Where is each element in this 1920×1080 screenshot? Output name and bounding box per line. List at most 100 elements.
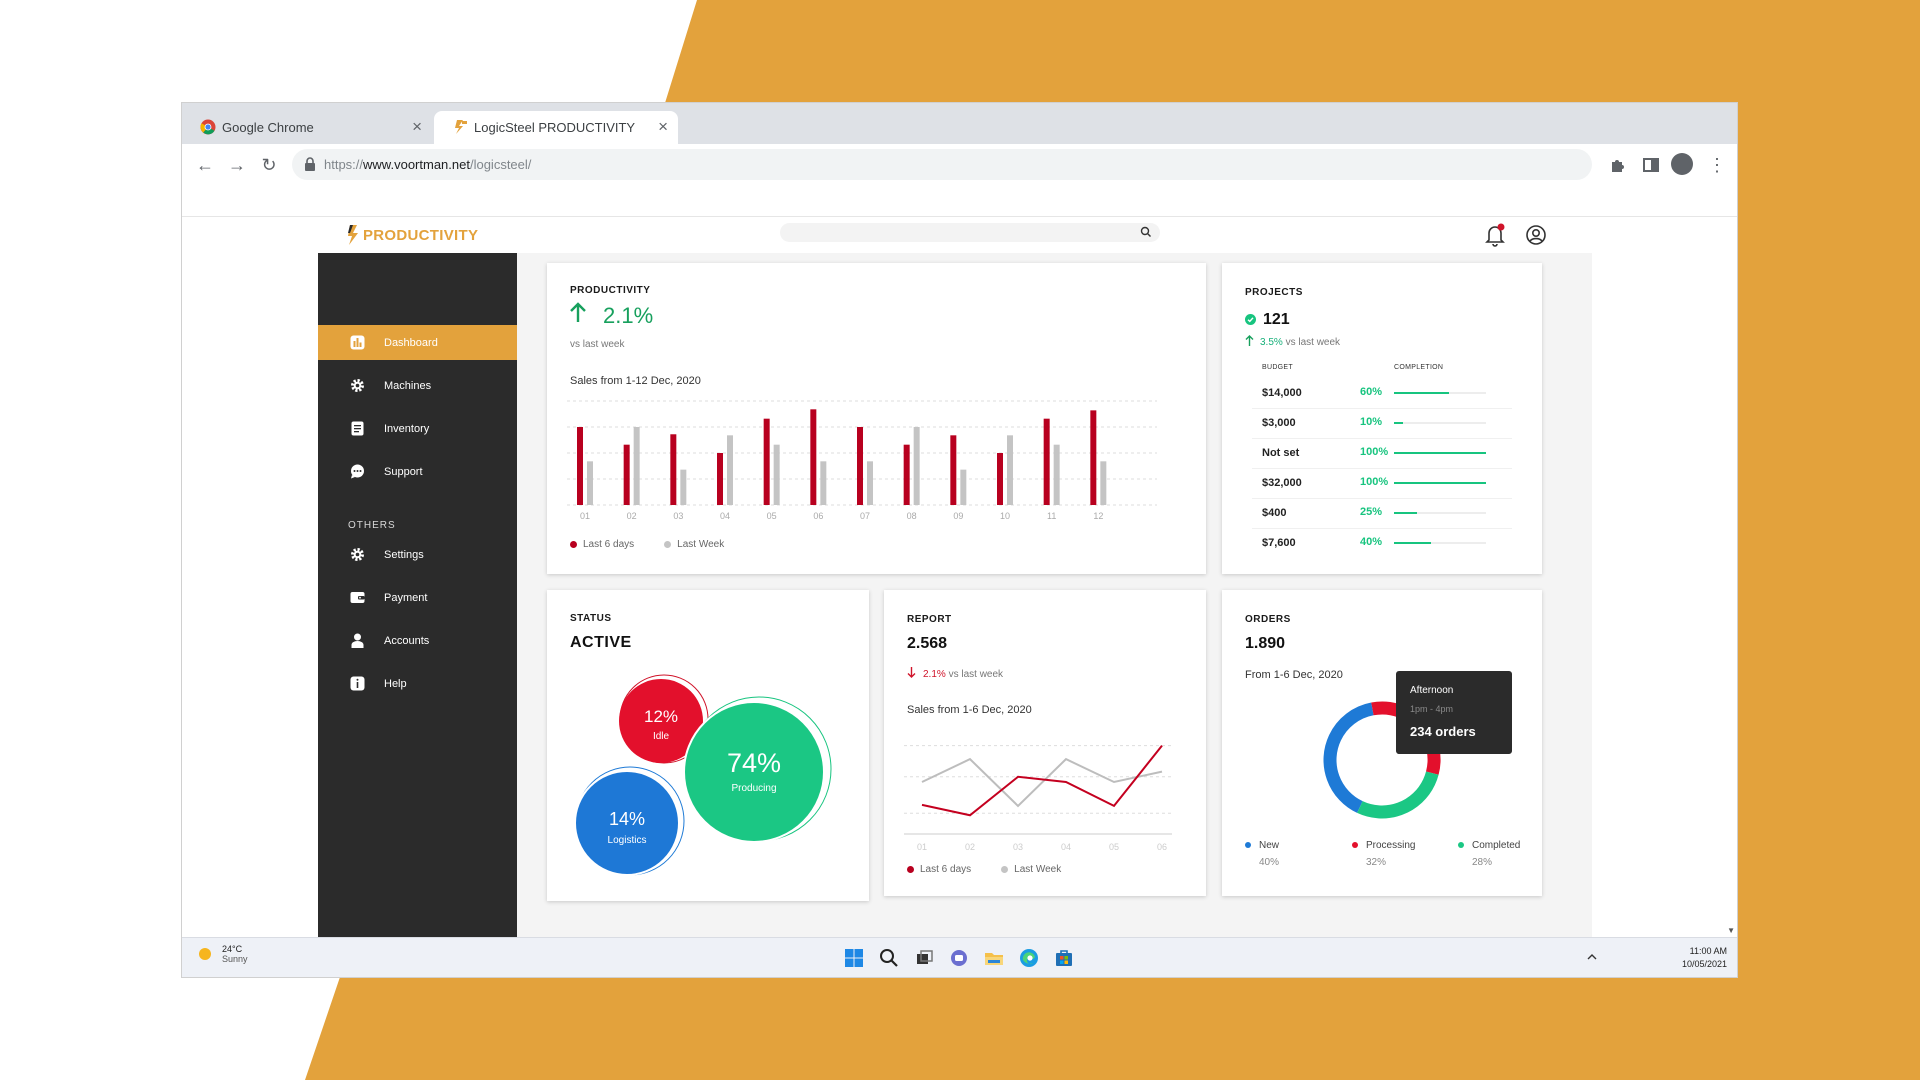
line-chart: 01 02 03 04 05 06 (904, 744, 1172, 852)
sidebar-item-label: Dashboard (384, 336, 438, 349)
edge-icon[interactable] (1019, 948, 1039, 968)
bar (763, 418, 770, 505)
store-icon[interactable] (1054, 948, 1074, 968)
sidebar-item-dashboard[interactable]: Dashboard (318, 325, 517, 360)
side-panel-icon[interactable] (1641, 155, 1661, 175)
row-budget: Not set (1262, 447, 1300, 459)
row-divider (1252, 528, 1512, 529)
forward-icon[interactable]: → (228, 155, 246, 175)
sidebar-item-accounts[interactable]: Accounts (318, 623, 517, 658)
sidebar-item-settings[interactable]: Settings (318, 537, 517, 572)
system-clock[interactable]: 11:00 AM 10/05/2021 (1682, 945, 1727, 971)
x-tick-label: 08 (907, 511, 917, 521)
legend-label: New (1259, 840, 1280, 851)
projects-count: 121 (1263, 311, 1290, 328)
projects-card: PROJECTS 121 3.5% vs last week BUDGET CO… (1222, 263, 1542, 574)
table-row[interactable]: $14,000 60% (1222, 384, 1542, 404)
projects-change-value: 3.5% (1260, 337, 1283, 348)
more-menu-icon[interactable]: ⋮ (1708, 155, 1726, 175)
logo-icon (348, 225, 358, 245)
bar (1100, 461, 1107, 505)
report-change-value: 2.1% (923, 669, 946, 680)
chrome-icon (200, 119, 216, 135)
series-line (921, 757, 1163, 808)
table-row[interactable]: $32,000 100% (1222, 474, 1542, 494)
sidebar-heading-others: OTHERS (348, 520, 396, 531)
legend-value: 28% (1472, 857, 1493, 868)
user-account-icon[interactable] (1525, 224, 1547, 246)
bar (577, 427, 583, 505)
url-host: www.voortman.net (363, 157, 470, 172)
weather-widget[interactable]: 24°C Sunny (198, 944, 248, 964)
row-completion-pct: 40% (1360, 536, 1383, 548)
sidebar-item-machines[interactable]: Machines (318, 368, 517, 403)
card-title: PRODUCTIVITY (570, 285, 651, 296)
windows-start-icon[interactable] (844, 948, 864, 968)
bar (1053, 444, 1060, 505)
x-tick-label: 09 (953, 511, 963, 521)
orders-value: 1.890 (1245, 635, 1286, 652)
card-title: STATUS (570, 613, 612, 624)
legend-dot (570, 541, 577, 548)
legend-item-processing: Processing 32% (1352, 840, 1415, 868)
legend-dot (664, 541, 672, 548)
close-icon[interactable]: × (658, 117, 668, 136)
bell-icon[interactable] (1484, 223, 1506, 247)
sidebar-item-inventory[interactable]: Inventory (318, 411, 517, 446)
row-budget: $32,000 (1262, 477, 1302, 489)
search-icon[interactable] (879, 948, 899, 968)
tab-title: LogicSteel PRODUCTIVITY (474, 120, 636, 135)
scrollbar[interactable]: ▼ (1727, 217, 1737, 937)
chat-icon[interactable] (949, 948, 969, 968)
wallet-icon (350, 592, 365, 603)
sidebar-item-help[interactable]: Help (318, 666, 517, 701)
legend-label: Last Week (677, 539, 725, 550)
legend-dot (1001, 866, 1009, 873)
chevron-up-icon[interactable] (1585, 950, 1599, 964)
progress-fill (1394, 392, 1450, 394)
bar (820, 461, 827, 505)
info-icon (350, 676, 365, 691)
row-divider (1252, 438, 1512, 439)
progress-fill (1394, 422, 1404, 424)
tooltip-count: 234 orders (1410, 724, 1476, 739)
extensions-icon[interactable] (1608, 155, 1628, 175)
close-icon[interactable]: × (412, 117, 422, 136)
tab-google-chrome[interactable]: Google Chrome × (182, 111, 432, 144)
arrow-up-icon (1245, 335, 1254, 346)
clock-time: 11:00 AM (1689, 946, 1727, 956)
x-tick-label: 07 (860, 511, 870, 521)
bar (680, 469, 687, 505)
report-card: REPORT 2.568 2.1% vs last week Sales fro… (884, 590, 1206, 896)
table-row[interactable]: Not set 100% (1222, 444, 1542, 464)
profile-avatar[interactable] (1670, 152, 1694, 176)
bubble-logistics (574, 770, 680, 876)
card-title: REPORT (907, 614, 952, 625)
table-row[interactable]: $3,000 10% (1222, 414, 1542, 434)
progress-fill (1394, 512, 1417, 514)
tab-logicsteel[interactable]: LogicSteel PRODUCTIVITY × (434, 111, 678, 144)
sidebar-item-label: Inventory (384, 422, 430, 435)
row-completion-pct: 60% (1360, 386, 1383, 398)
legend-value: 40% (1259, 857, 1280, 868)
report-value: 2.568 (907, 635, 948, 652)
url-prefix: https:// (324, 157, 364, 172)
search-input[interactable] (780, 223, 1160, 242)
address-bar[interactable]: https://www.voortman.net/logicsteel/ (292, 149, 1592, 180)
bubble-producing-label: Producing (731, 783, 776, 794)
row-completion-pct: 100% (1360, 476, 1389, 488)
file-explorer-icon[interactable] (984, 948, 1004, 968)
back-icon[interactable]: ← (196, 155, 214, 175)
table-row[interactable]: $400 25% (1222, 504, 1542, 524)
scroll-down-icon[interactable]: ▼ (1727, 926, 1735, 935)
task-view-icon[interactable] (914, 948, 934, 968)
reload-icon[interactable]: ↻ (261, 155, 277, 175)
tab-strip: Google Chrome × LogicSteel PRODUCTIVITY … (182, 103, 1737, 144)
gear-icon (351, 548, 364, 561)
legend-item-new: New 40% (1245, 840, 1279, 868)
sidebar-item-support[interactable]: Support (318, 454, 517, 489)
sidebar-item-payment[interactable]: Payment (318, 580, 517, 615)
app-logo[interactable]: PRODUCTIVITY (346, 225, 478, 245)
row-completion-pct: 25% (1360, 506, 1383, 518)
table-row[interactable]: $7,600 40% (1222, 534, 1542, 554)
